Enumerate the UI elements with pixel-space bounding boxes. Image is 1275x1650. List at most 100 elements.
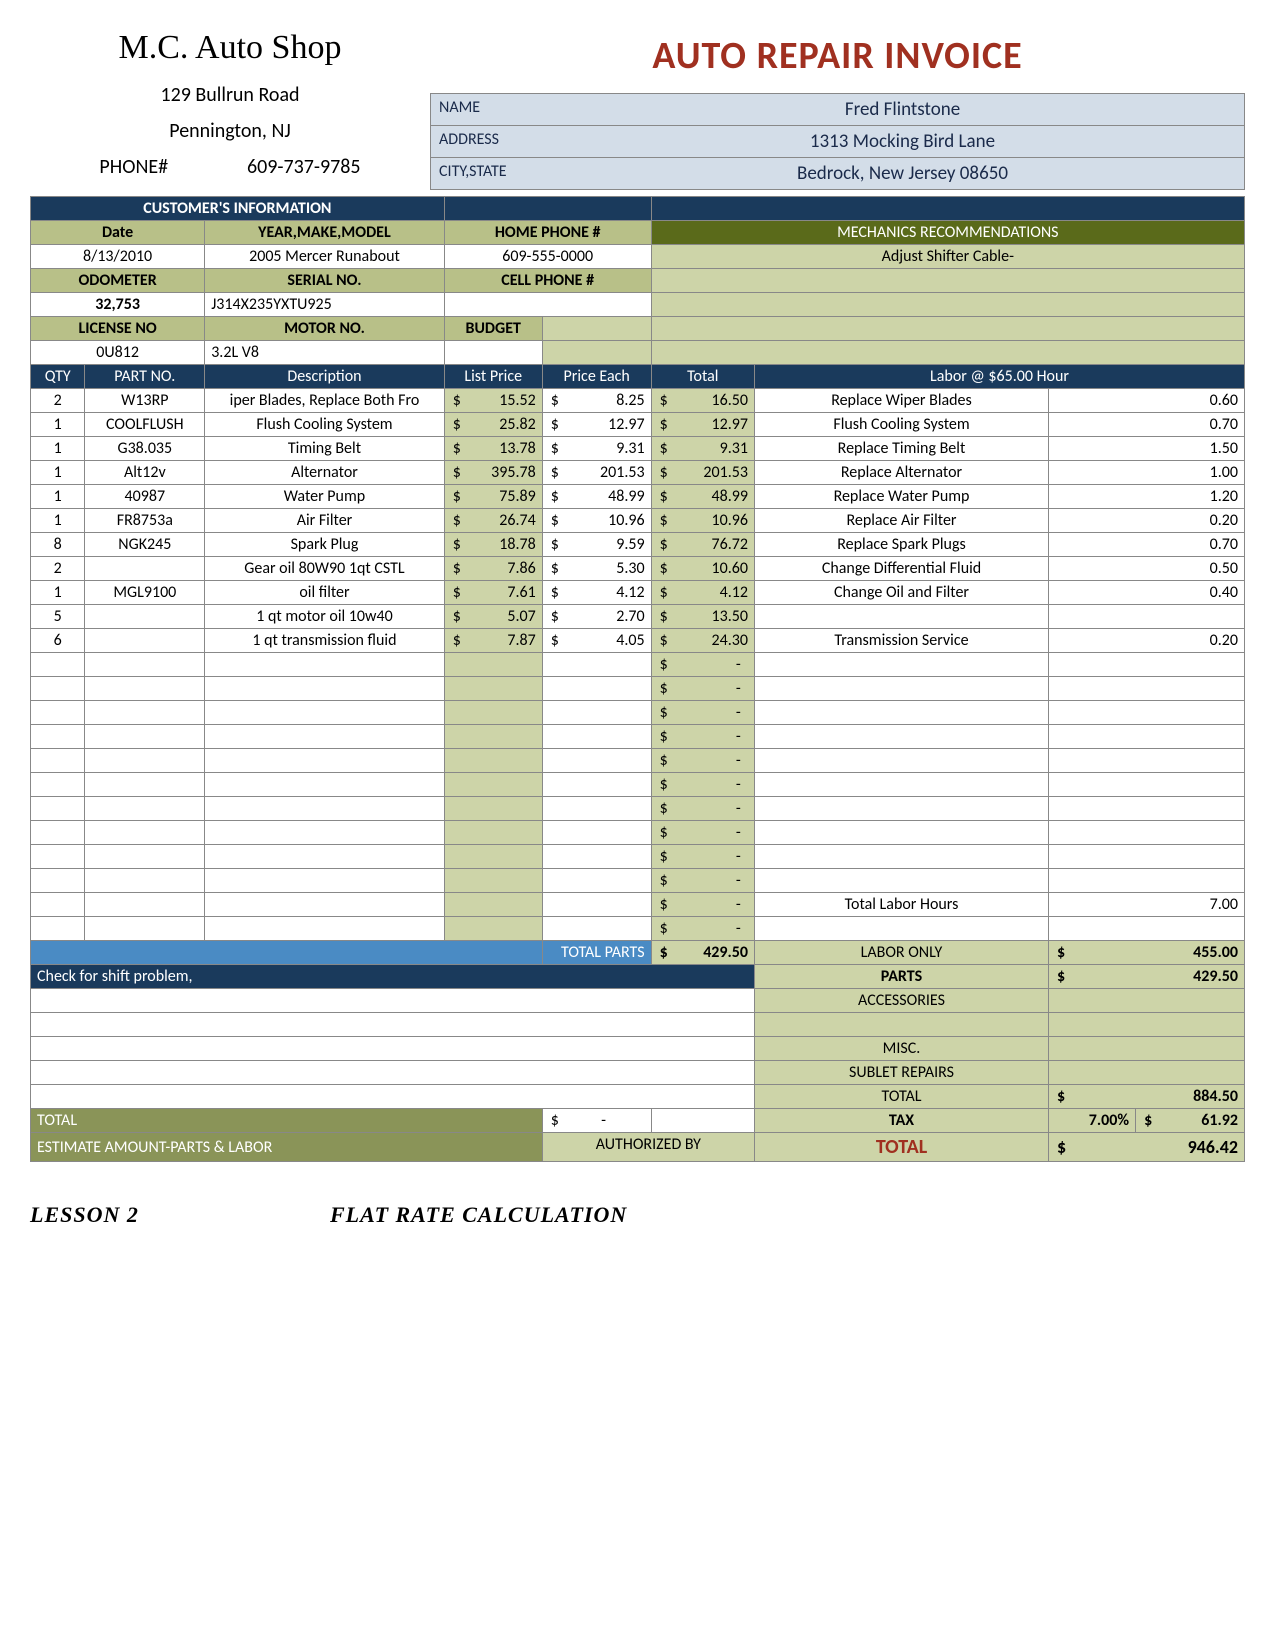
hdr-qty: QTY (31, 365, 85, 389)
item-row: 51 qt motor oil 10w405.072.7013.50 (31, 605, 1245, 629)
item-each: 8.25 (542, 389, 651, 413)
item-labor: Transmission Service (755, 629, 1049, 653)
item-each: 201.53 (542, 461, 651, 485)
hdr-list: List Price (444, 365, 542, 389)
shop-addr2: Pennington, NJ (30, 113, 430, 149)
hdr-desc: Description (205, 365, 445, 389)
odo-label: ODOMETER (31, 269, 205, 293)
item-hrs: 0.20 (1048, 629, 1244, 653)
odo-value: 32,753 (31, 293, 205, 317)
total-parts: 429.50 (651, 941, 754, 965)
customer-city: Bedrock, New Jersey 08650 (561, 158, 1244, 189)
item-qty: 1 (31, 461, 85, 485)
item-qty: 2 (31, 389, 85, 413)
phone-value: 609-737-9785 (247, 155, 361, 179)
item-row: 1MGL9100oil filter7.614.124.12Change Oil… (31, 581, 1245, 605)
serial-label: SERIAL NO. (205, 269, 445, 293)
item-list: 7.87 (444, 629, 542, 653)
item-labor: Replace Spark Plugs (755, 533, 1049, 557)
grand-total: 946.42 (1048, 1133, 1244, 1162)
mech-header: MECHANICS RECOMMENDATIONS (651, 221, 1244, 245)
footer: LESSON 2 FLAT RATE CALCULATION (30, 1202, 1245, 1228)
item-qty: 1 (31, 413, 85, 437)
items-header-row: QTY PART NO. Description List Price Pric… (31, 365, 1245, 389)
item-hrs: 0.20 (1048, 509, 1244, 533)
shop-phone: PHONE# 609-737-9785 (30, 149, 430, 185)
cust-info-header: CUSTOMER'S INFORMATION (31, 197, 445, 221)
empty-row: - Total Labor Hours7.00 (31, 893, 1245, 917)
item-desc: Gear oil 80W90 1qt CSTL (205, 557, 445, 581)
item-desc: Air Filter (205, 509, 445, 533)
item-each: 48.99 (542, 485, 651, 509)
item-row: 8NGK245Spark Plug18.789.5976.72Replace S… (31, 533, 1245, 557)
lic-value: 0U812 (31, 341, 205, 365)
item-total: 12.97 (651, 413, 754, 437)
empty-row: - (31, 845, 1245, 869)
item-labor: Replace Wiper Blades (755, 389, 1049, 413)
item-qty: 1 (31, 437, 85, 461)
item-total: 16.50 (651, 389, 754, 413)
customer-addr: 1313 Mocking Bird Lane (561, 126, 1244, 157)
ymm-value: 2005 Mercer Runabout (205, 245, 445, 269)
empty-row: - (31, 773, 1245, 797)
misc-label: MISC. (755, 1037, 1049, 1061)
item-list: 26.74 (444, 509, 542, 533)
item-each: 10.96 (542, 509, 651, 533)
auth-label: AUTHORIZED BY (542, 1133, 754, 1162)
item-qty: 8 (31, 533, 85, 557)
labor-only: 455.00 (1048, 941, 1244, 965)
item-list: 7.61 (444, 581, 542, 605)
item-hrs: 0.70 (1048, 533, 1244, 557)
tax-label: TAX (755, 1109, 1049, 1133)
est-label: ESTIMATE AMOUNT-PARTS & LABOR (31, 1133, 543, 1162)
parts-total: 429.50 (1048, 965, 1244, 989)
ymm-label: YEAR,MAKE,MODEL (205, 221, 445, 245)
grand-label: TOTAL (755, 1133, 1049, 1162)
item-desc: Water Pump (205, 485, 445, 509)
item-labor: Change Oil and Filter (755, 581, 1049, 605)
item-part: COOLFLUSH (85, 413, 205, 437)
item-desc: Timing Belt (205, 437, 445, 461)
item-hrs: 0.40 (1048, 581, 1244, 605)
item-labor: Replace Water Pump (755, 485, 1049, 509)
footer-title: FLAT RATE CALCULATION (330, 1202, 1245, 1228)
item-qty: 1 (31, 509, 85, 533)
item-desc: oil filter (205, 581, 445, 605)
motor-label: MOTOR NO. (205, 317, 445, 341)
item-total: 48.99 (651, 485, 754, 509)
empty-row: - (31, 725, 1245, 749)
item-desc: 1 qt transmission fluid (205, 629, 445, 653)
cell-label: CELL PHONE # (444, 269, 651, 293)
date-label: Date (31, 221, 205, 245)
item-part (85, 557, 205, 581)
addr-label: ADDRESS (431, 126, 561, 157)
item-total: 4.12 (651, 581, 754, 605)
item-hrs: 0.60 (1048, 389, 1244, 413)
item-desc: 1 qt motor oil 10w40 (205, 605, 445, 629)
item-each: 4.12 (542, 581, 651, 605)
item-qty: 1 (31, 581, 85, 605)
item-list: 15.52 (444, 389, 542, 413)
item-part: 40987 (85, 485, 205, 509)
item-list: 18.78 (444, 533, 542, 557)
customer-name: Fred Flintstone (561, 94, 1244, 125)
item-total: 24.30 (651, 629, 754, 653)
item-labor: Replace Alternator (755, 461, 1049, 485)
item-hrs (1048, 605, 1244, 629)
shop-info: M.C. Auto Shop 129 Bullrun Road Penningt… (30, 25, 430, 190)
item-list: 75.89 (444, 485, 542, 509)
item-hrs: 1.20 (1048, 485, 1244, 509)
lesson-label: LESSON 2 (30, 1202, 330, 1228)
item-part: Alt12v (85, 461, 205, 485)
item-qty: 6 (31, 629, 85, 653)
item-qty: 2 (31, 557, 85, 581)
empty-row: - (31, 677, 1245, 701)
sublet-label: SUBLET REPAIRS (755, 1061, 1049, 1085)
name-label: NAME (431, 94, 561, 125)
labor-hrs: 7.00 (1048, 893, 1244, 917)
item-total: 9.31 (651, 437, 754, 461)
item-part (85, 629, 205, 653)
item-part (85, 605, 205, 629)
item-row: 140987Water Pump75.8948.9948.99Replace W… (31, 485, 1245, 509)
title-block: AUTO REPAIR INVOICE NAME Fred Flintstone… (430, 25, 1245, 190)
